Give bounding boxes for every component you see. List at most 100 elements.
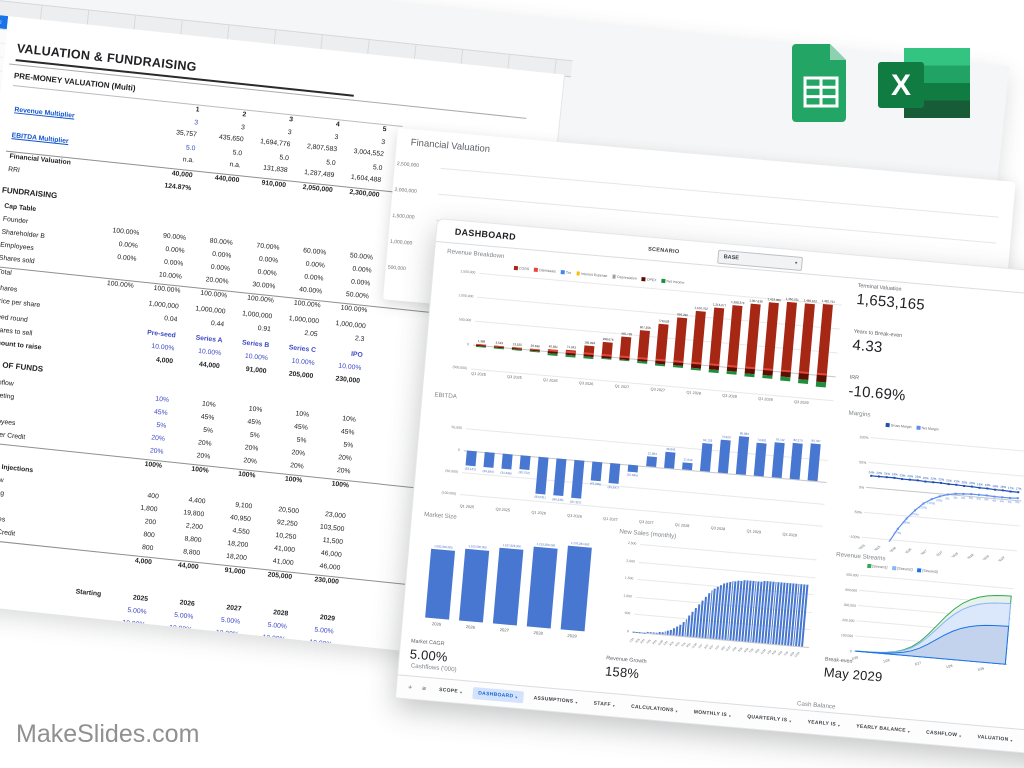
- all-sheets-menu-icon[interactable]: ≡: [421, 684, 427, 693]
- revenue-streams-svg: 500,000 400,000 300,000 200,000 100,000 0 1/25…: [841, 573, 1014, 672]
- stacked-bar-positive: [655, 323, 669, 362]
- sheet-tab-yearly-balance[interactable]: YEARLY BALANCE ▾: [850, 720, 917, 738]
- bar: [661, 631, 664, 635]
- axis-tick-label: Q3 2029: [782, 532, 798, 538]
- svg-text:1/27: 1/27: [914, 661, 921, 666]
- legend-item: Net Margin: [916, 425, 939, 432]
- legend-label: Dismissals: [538, 268, 557, 274]
- bar: [560, 545, 592, 632]
- cell-value: 1,694,776: [259, 138, 291, 149]
- cell-value: 2,807,583: [306, 143, 338, 154]
- stacked-bar-netincome: [780, 376, 791, 382]
- bar: [807, 443, 821, 482]
- cell-value: 205,000: [267, 571, 293, 581]
- svg-text:(12%): (12%): [927, 501, 935, 506]
- sheet-tab-dashboard[interactable]: DASHBOARD ▾: [471, 686, 525, 704]
- svg-text:5%: 5%: [984, 497, 989, 501]
- axis-tick-label: 1,000: [623, 593, 632, 599]
- cell-value: 440,000: [214, 174, 240, 185]
- tab-label: STAFF: [593, 700, 612, 708]
- chevron-down-icon: ▾: [515, 694, 518, 700]
- tab-label: ASSUMPTIONS: [533, 695, 574, 705]
- sheet-tab-calculations[interactable]: CALCULATIONS ▾: [625, 700, 685, 717]
- axis-tick-label: Q1 2029: [758, 396, 773, 402]
- legend-swatch: [513, 266, 518, 270]
- svg-text:23%: 23%: [899, 473, 906, 478]
- svg-text:(22%): (22%): [919, 505, 927, 510]
- svg-text:5%: 5%: [976, 497, 981, 501]
- svg-text:3%: 3%: [953, 496, 958, 500]
- legend-label: [Stream2]: [897, 566, 913, 572]
- bar: [483, 452, 495, 469]
- new-sales-chart: New Sales (monthly) 2,500 2,000 1,500 1,000…: [607, 528, 822, 669]
- stacked-bar-positive: [762, 301, 779, 371]
- axis-tick-label: Q3 2027: [650, 387, 666, 393]
- svg-text:4%: 4%: [992, 498, 997, 502]
- svg-text:-100%: -100%: [849, 535, 860, 540]
- tab-label: VALUATION: [977, 734, 1009, 743]
- add-sheet-icon[interactable]: +: [407, 683, 413, 692]
- axis-tick-label: Q3 2029: [793, 399, 809, 406]
- stacked-bar-netincome: [690, 367, 701, 371]
- svg-text:-50%: -50%: [853, 510, 863, 515]
- axis-tick-label: 2026: [465, 624, 476, 630]
- cell-link[interactable]: EBITDA Multiplier: [11, 132, 69, 146]
- sheet-tab-yearly-is[interactable]: YEARLY IS ▾: [801, 716, 847, 732]
- stacked-bar-netincome: [655, 363, 666, 366]
- cell-link[interactable]: Revenue Multiplier: [14, 106, 75, 120]
- axis-tick-label: 2028: [533, 630, 544, 636]
- bar: [519, 455, 531, 470]
- kpi-value: 158%: [604, 663, 640, 682]
- legend-swatch: [892, 566, 897, 571]
- stacked-bar-positive: [709, 307, 725, 367]
- svg-text:Q1 2027: Q1 2027: [916, 549, 928, 560]
- axis-tick-label: 2,500: [627, 540, 637, 546]
- chevron-down-icon: ▾: [728, 712, 732, 719]
- cell-value: 100%: [331, 480, 350, 490]
- chevron-down-icon: ▾: [907, 728, 911, 734]
- sheet-tab-valuation[interactable]: VALUATION ▾: [971, 731, 1019, 747]
- legend-label: Tax: [565, 270, 572, 275]
- tab-label: DASHBOARD: [477, 690, 514, 700]
- cell-value: 100%: [284, 475, 303, 485]
- legend-swatch: [916, 425, 921, 430]
- legend-item: Net Income: [661, 279, 685, 285]
- svg-text:18%: 18%: [992, 484, 999, 489]
- margins-chart: Margins Gross Margin Net Margin 100% 50% 0%…: [835, 409, 1024, 566]
- sheet-tab-staff[interactable]: STAFF ▾: [587, 697, 621, 712]
- tab-label: MONTHLY IS: [693, 709, 728, 719]
- sheet-tab-cashflow[interactable]: CASHFLOW ▾: [920, 726, 968, 742]
- svg-text:24%: 24%: [892, 472, 899, 477]
- sheet-tab-scope[interactable]: SCOPE ▾: [433, 683, 469, 698]
- svg-text:Q3 2026: Q3 2026: [900, 547, 912, 558]
- bar: [652, 632, 655, 634]
- cell-value: n.a.: [229, 161, 242, 170]
- stacked-bar-netincome: [565, 355, 576, 358]
- cell-value: 100%: [191, 465, 210, 475]
- scenario-label: SCENARIO: [647, 246, 680, 256]
- axis-tick-label: 500,000: [387, 264, 407, 273]
- sheet-title: DASHBOARD: [454, 226, 517, 242]
- stacked-bar-positive: [691, 311, 706, 365]
- svg-text:(55%): (55%): [902, 520, 910, 525]
- svg-text:1/25: 1/25: [851, 655, 858, 660]
- chevron-down-icon: ▾: [1010, 737, 1013, 743]
- legend-label: Gross Margin: [890, 423, 912, 430]
- cell-value: 35,757: [175, 129, 198, 139]
- cell-value: 3,004,552: [353, 148, 385, 159]
- sheet-tab-assumptions[interactable]: ASSUMPTIONS ▾: [527, 692, 584, 709]
- cell-value: 2,300,000: [349, 188, 380, 199]
- chart-title: Market Size: [423, 511, 457, 521]
- cell-value: 230,000: [313, 576, 340, 586]
- svg-text:19%: 19%: [977, 482, 984, 487]
- stacked-bar-netincome: [744, 373, 755, 378]
- bar: [492, 547, 524, 626]
- chevron-down-icon: ▾: [789, 718, 792, 724]
- svg-text:22%: 22%: [930, 477, 937, 482]
- axis-tick-label: 500,000: [458, 317, 472, 323]
- sheet-tab-monthly-is[interactable]: MONTHLY IS ▾: [687, 706, 737, 722]
- bar: [553, 458, 567, 497]
- svg-text:24%: 24%: [868, 470, 875, 475]
- sheet-tab-quarterly-is[interactable]: QUARTERLY IS ▾: [741, 710, 798, 727]
- cell-value: 435,650: [218, 133, 244, 144]
